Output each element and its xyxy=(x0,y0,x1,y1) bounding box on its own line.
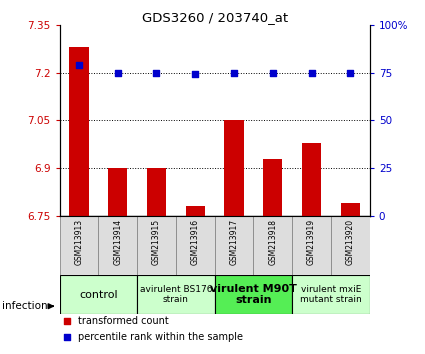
Text: transformed count: transformed count xyxy=(78,316,169,326)
Text: GSM213914: GSM213914 xyxy=(113,219,122,265)
Bar xyxy=(302,143,321,216)
Bar xyxy=(98,216,137,275)
Bar xyxy=(137,275,215,314)
Text: GSM213913: GSM213913 xyxy=(74,219,83,265)
Text: virulent mxiE
mutant strain: virulent mxiE mutant strain xyxy=(300,285,362,304)
Bar xyxy=(341,203,360,216)
Text: GSM213918: GSM213918 xyxy=(268,219,277,265)
Text: GSM213915: GSM213915 xyxy=(152,219,161,265)
Bar xyxy=(263,159,283,216)
Bar xyxy=(215,275,292,314)
Bar xyxy=(253,216,292,275)
Bar xyxy=(176,216,215,275)
Bar xyxy=(147,168,166,216)
Bar xyxy=(331,216,370,275)
Point xyxy=(114,70,121,75)
Text: infection: infection xyxy=(2,301,48,311)
Bar xyxy=(186,206,205,216)
Text: GSM213917: GSM213917 xyxy=(230,219,238,265)
Bar xyxy=(60,216,98,275)
Text: GSM213919: GSM213919 xyxy=(307,219,316,265)
Point xyxy=(347,70,354,75)
Text: control: control xyxy=(79,290,118,299)
Text: GSM213920: GSM213920 xyxy=(346,219,355,265)
Point xyxy=(192,72,198,77)
Text: avirulent BS176
strain: avirulent BS176 strain xyxy=(139,285,212,304)
Bar xyxy=(292,275,370,314)
Text: GSM213916: GSM213916 xyxy=(191,219,200,265)
Bar xyxy=(215,216,253,275)
Bar xyxy=(108,168,128,216)
Point xyxy=(308,70,315,75)
Point xyxy=(76,62,82,68)
Bar xyxy=(69,47,88,216)
Point xyxy=(64,318,71,324)
Text: percentile rank within the sample: percentile rank within the sample xyxy=(78,332,243,342)
Point xyxy=(64,335,71,340)
Title: GDS3260 / 203740_at: GDS3260 / 203740_at xyxy=(142,11,288,24)
Point xyxy=(153,70,160,75)
Bar xyxy=(224,120,244,216)
Bar xyxy=(292,216,331,275)
Text: virulent M90T
strain: virulent M90T strain xyxy=(210,284,297,306)
Point xyxy=(269,70,276,75)
Bar xyxy=(60,275,137,314)
Bar xyxy=(137,216,176,275)
Point xyxy=(231,70,238,75)
